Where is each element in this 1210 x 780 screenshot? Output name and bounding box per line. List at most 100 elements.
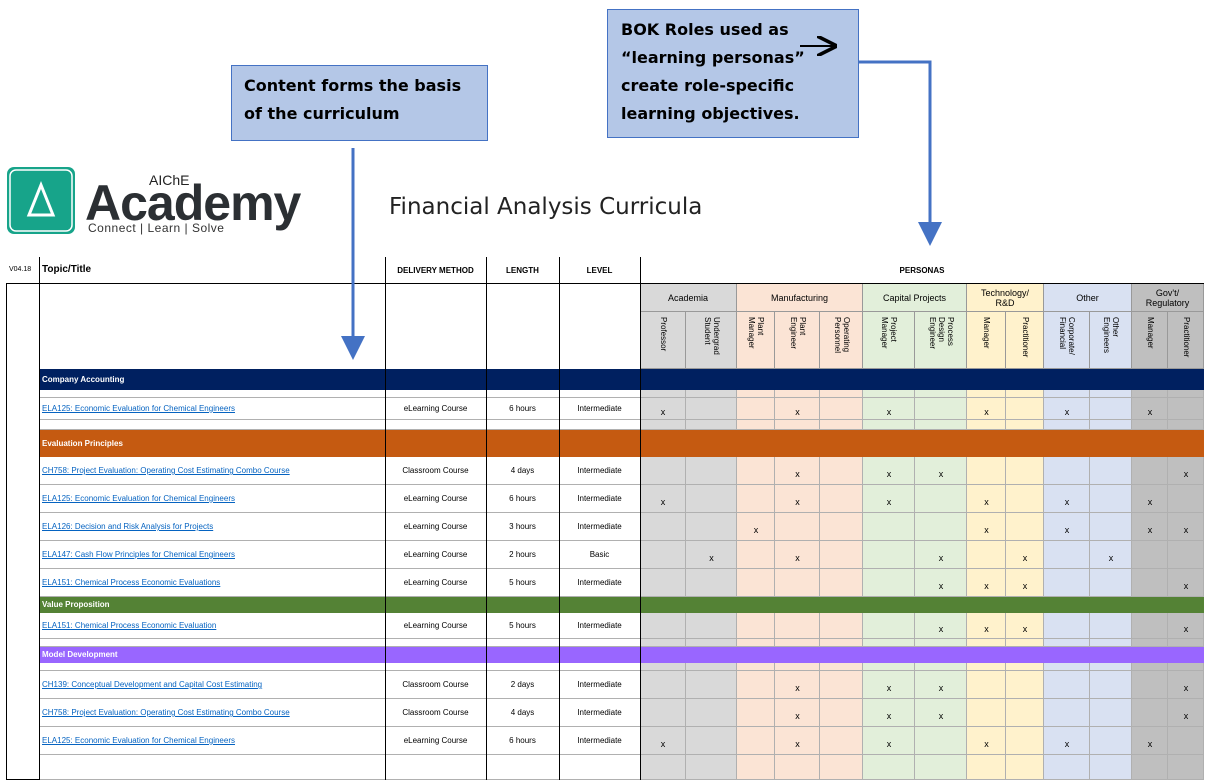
callout-content: Content forms the basis of the curriculu…: [231, 65, 488, 141]
spacer-cell: [640, 755, 686, 780]
course-length: 5 hours: [509, 621, 536, 630]
persona-name: Design: [936, 317, 946, 342]
spacer-cell: [915, 639, 967, 647]
persona-cell: [686, 541, 737, 569]
spacer-cell: [1090, 755, 1132, 780]
course-link[interactable]: ELA126: Decision and Risk Analysis for P…: [42, 522, 214, 531]
persona-cell: [1168, 671, 1204, 699]
course-link[interactable]: ELA151: Chemical Process Economic Evalua…: [42, 621, 217, 630]
spacer-cell: [775, 420, 820, 430]
persona-cell: [863, 613, 915, 639]
persona-cell: [1132, 613, 1168, 639]
persona-cell: [737, 485, 775, 513]
persona-cell: [1132, 671, 1168, 699]
persona-cell: [640, 541, 686, 569]
spacer-cell: [820, 420, 863, 430]
persona-mark-x: x: [795, 711, 800, 721]
persona-mark-x: x: [660, 497, 666, 507]
course-link[interactable]: ELA151: Chemical Process Economic Evalua…: [42, 578, 221, 587]
spacer-cell: [737, 639, 775, 647]
persona-cell: [1044, 541, 1090, 569]
delivery-method: eLearning Course: [403, 578, 468, 587]
persona-cell: [863, 541, 915, 569]
column-divider: [486, 257, 487, 780]
spacer-cell: [640, 420, 686, 430]
persona-cell: [863, 699, 915, 727]
page-title: Financial Analysis Curricula: [389, 194, 703, 220]
delivery-method: eLearning Course: [403, 404, 468, 413]
persona-cell: [915, 398, 967, 420]
persona-cell: [1090, 398, 1132, 420]
header-level: LEVEL: [586, 266, 613, 275]
spacer-cell: [1090, 639, 1132, 647]
persona-mark-x: x: [1064, 739, 1070, 749]
persona-cell: [967, 398, 1006, 420]
persona-name: Engineer: [927, 317, 937, 350]
course-length: 2 days: [510, 680, 535, 689]
persona-cell: [820, 398, 863, 420]
course-link[interactable]: ELA125: Economic Evaluation for Chemical…: [42, 404, 235, 413]
persona-cell: [1090, 727, 1132, 755]
persona-cell: [1090, 513, 1132, 541]
persona-group-label: Manufacturing: [770, 292, 829, 303]
logo-mark: [7, 167, 75, 234]
persona-cell: [1132, 513, 1168, 541]
persona-cell: [1044, 457, 1090, 485]
persona-header-cell: [1168, 312, 1204, 369]
persona-mark-x: x: [984, 581, 989, 591]
persona-cell: [967, 727, 1006, 755]
persona-cell: [1132, 485, 1168, 513]
course-link[interactable]: ELA147: Cash Flow Principles for Chemica…: [42, 550, 235, 559]
persona-cell: [1006, 613, 1044, 639]
persona-group-label: Technology/: [980, 287, 1030, 298]
persona-cell: [1090, 613, 1132, 639]
persona-group-label: R&D: [995, 297, 1015, 308]
persona-mark-x: x: [795, 739, 800, 749]
persona-cell: [1168, 727, 1204, 755]
persona-cell: [640, 613, 686, 639]
persona-cell: [967, 485, 1006, 513]
spacer-cell: [737, 390, 775, 398]
spacer-cell: [820, 639, 863, 647]
course-link[interactable]: ELA125: Economic Evaluation for Chemical…: [42, 494, 235, 503]
course-link[interactable]: CH758: Project Evaluation: Operating Cos…: [42, 708, 290, 717]
persona-cell: [820, 457, 863, 485]
callout-bok-roles: BOK Roles used as “learning personas” cr…: [607, 9, 859, 138]
spacer-cell: [686, 420, 737, 430]
delivery-method: eLearning Course: [403, 550, 468, 559]
persona-mark-x: x: [984, 525, 989, 535]
course-link[interactable]: CH139: Conceptual Development and Capita…: [42, 680, 263, 689]
course-link[interactable]: CH758: Project Evaluation: Operating Cos…: [42, 466, 290, 475]
persona-cell: [967, 513, 1006, 541]
persona-mark-x: x: [886, 497, 892, 507]
persona-name: Operating: [841, 317, 851, 353]
persona-group-label: Other: [1076, 292, 1099, 303]
spacer-cell: [820, 663, 863, 671]
persona-mark-x: x: [795, 553, 800, 563]
persona-cell: [863, 513, 915, 541]
body-row-bg: [39, 663, 640, 671]
column-divider: [640, 257, 641, 780]
persona-cell: [1090, 569, 1132, 597]
spacer-cell: [1132, 639, 1168, 647]
persona-name: Engineers: [1102, 317, 1111, 354]
persona-mark-x: x: [984, 624, 989, 634]
course-length: 4 days: [510, 466, 535, 475]
spacer-cell: [640, 663, 686, 671]
course-level: Intermediate: [577, 578, 622, 587]
spacer-cell: [1168, 639, 1204, 647]
persona-cell: [1168, 513, 1204, 541]
persona-mark-x: x: [1147, 739, 1153, 749]
persona-cell: [863, 671, 915, 699]
course-link[interactable]: ELA125: Economic Evaluation for Chemical…: [42, 736, 235, 745]
persona-cell: [775, 613, 820, 639]
persona-name: Manager: [747, 317, 756, 349]
persona-cell: [1168, 398, 1204, 420]
persona-cell: [915, 485, 967, 513]
persona-header-cell: [737, 312, 775, 369]
spacer-cell: [820, 755, 863, 780]
spacer-cell: [1006, 755, 1044, 780]
persona-mark-x: x: [1147, 497, 1153, 507]
column-divider: [39, 257, 40, 780]
spacer-cell: [737, 663, 775, 671]
